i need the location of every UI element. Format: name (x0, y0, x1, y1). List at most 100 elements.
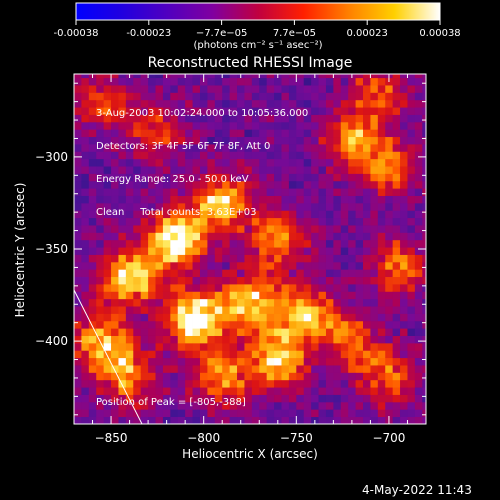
heatmap-cell (422, 173, 426, 182)
heatmap-cell (170, 173, 179, 182)
heatmap-cell (348, 342, 356, 351)
heatmap-cell (111, 379, 119, 388)
heatmap-cell (259, 239, 268, 248)
heatmap-cell (81, 261, 90, 270)
heatmap-cell (340, 350, 349, 359)
heatmap-cell (207, 173, 216, 182)
heatmap-cell (325, 144, 334, 152)
heatmap-cell (148, 387, 156, 395)
heatmap-cell (348, 210, 356, 219)
heatmap-cell (333, 225, 342, 233)
heatmap-cell (355, 151, 364, 160)
heatmap-cell (325, 188, 334, 196)
heatmap-cell (414, 365, 423, 373)
heatmap-cell (148, 195, 156, 204)
heatmap-cell (244, 85, 253, 93)
heatmap-cell (414, 320, 423, 329)
heatmap-cell (288, 320, 297, 329)
heatmap-cell (303, 313, 312, 322)
heatmap-cell (251, 416, 260, 424)
heatmap-cell (251, 144, 260, 152)
heatmap-cell (303, 210, 312, 219)
heatmap-cell (296, 121, 305, 130)
heatmap-cell (237, 291, 245, 300)
heatmap-cell (162, 357, 171, 366)
heatmap-cell (251, 313, 260, 322)
heatmap-cell (259, 350, 268, 359)
heatmap-cell (392, 114, 401, 123)
heatmap-cell (214, 394, 223, 403)
heatmap-cell (385, 387, 394, 395)
heatmap-cell (259, 254, 268, 263)
heatmap-cell (214, 144, 223, 152)
heatmap-cell (74, 379, 82, 388)
heatmap-cell (207, 210, 216, 219)
heatmap-cell (177, 239, 186, 248)
heatmap-cell (111, 357, 119, 366)
heatmap-cell (199, 365, 208, 373)
heatmap-cell (325, 379, 334, 388)
heatmap-cell (103, 188, 112, 196)
heatmap-cell (348, 409, 356, 418)
heatmap-cell (385, 254, 394, 263)
heatmap-cell (385, 107, 394, 115)
heatmap-cell (140, 313, 149, 322)
heatmap-cell (318, 261, 327, 270)
heatmap-cell (303, 74, 312, 79)
heatmap-cell (229, 114, 238, 123)
heatmap-cell (355, 77, 364, 86)
heatmap-cell (222, 210, 231, 219)
heatmap-cell (177, 114, 186, 123)
heatmap-cell (414, 180, 423, 189)
heatmap-cell (370, 306, 379, 314)
heatmap-cell (162, 298, 171, 307)
heatmap-cell (148, 232, 156, 241)
heatmap-cell (422, 328, 426, 336)
heatmap-cell (229, 306, 238, 314)
heatmap-cell (385, 328, 394, 336)
heatmap-cell (133, 394, 142, 403)
heatmap-cell (148, 144, 156, 152)
heatmap-cell (133, 144, 142, 152)
heatmap-cell (125, 225, 134, 233)
heatmap-cell (303, 261, 312, 270)
heatmap-cell (422, 394, 426, 403)
heatmap-cell (207, 195, 216, 204)
heatmap-cell (111, 107, 119, 115)
heatmap-cell (296, 261, 305, 270)
heatmap-cell (377, 394, 386, 403)
heatmap-cell (207, 92, 216, 101)
heatmap-cell (325, 158, 334, 167)
heatmap-cell (318, 298, 327, 307)
heatmap-cell (140, 188, 149, 196)
heatmap-cell (103, 298, 112, 307)
heatmap-cell (414, 77, 423, 86)
heatmap-cell (229, 121, 238, 130)
heatmap-cell (266, 350, 275, 359)
heatmap-cell (222, 202, 231, 211)
heatmap-cell (414, 298, 423, 307)
heatmap-cell (363, 144, 371, 152)
heatmap-cell (199, 328, 208, 336)
heatmap-cell (244, 92, 253, 101)
heatmap-cell (392, 365, 401, 373)
heatmap-cell (355, 85, 364, 93)
heatmap-cell (355, 387, 364, 395)
heatmap-cell (370, 121, 379, 130)
heatmap-cell (251, 129, 260, 138)
heatmap-cell (155, 276, 164, 285)
heatmap-cell (185, 232, 193, 241)
heatmap-cell (74, 129, 82, 138)
heatmap-cell (81, 121, 90, 130)
heatmap-cell (207, 379, 216, 388)
heatmap-cell (340, 416, 349, 424)
heatmap-cell (259, 158, 268, 167)
heatmap-cell (266, 247, 275, 255)
heatmap-cell (162, 166, 171, 174)
heatmap-cell (155, 210, 164, 219)
heatmap-cell (340, 313, 349, 322)
heatmap-cell (311, 144, 319, 152)
heatmap-cell (118, 239, 127, 248)
heatmap-cell (88, 129, 97, 138)
heatmap-cell (274, 365, 282, 373)
